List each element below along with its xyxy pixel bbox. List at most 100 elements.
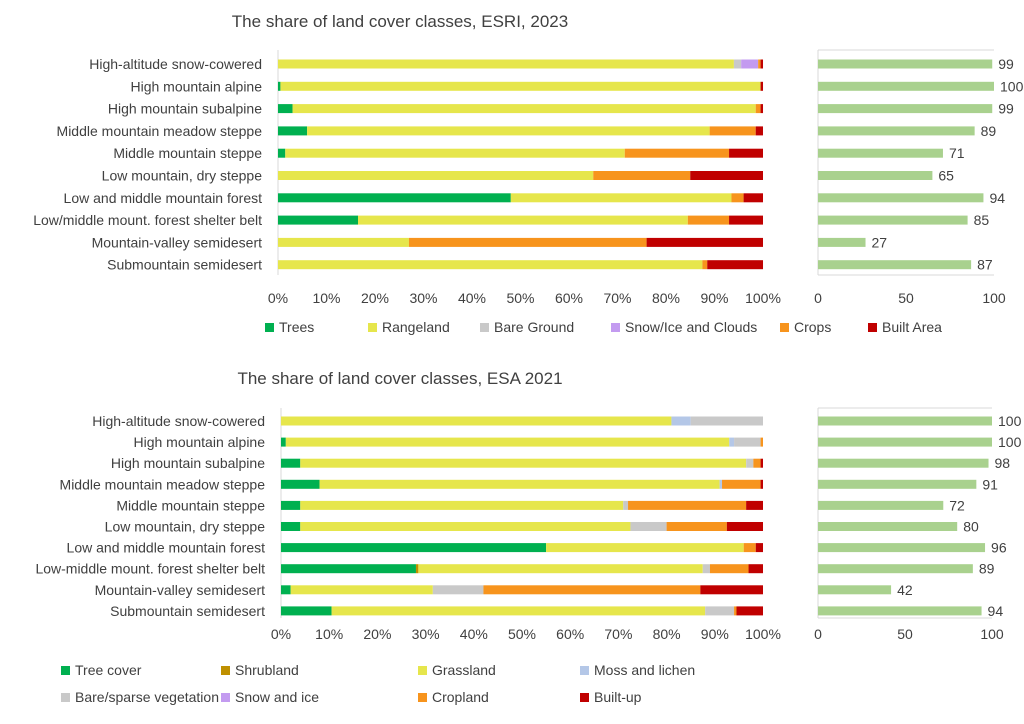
chart1-bar-segment (307, 126, 710, 136)
chart2-x-tick-label: 40% (460, 626, 488, 642)
chart2-side-bar (818, 479, 977, 489)
chart1-side-value-label: 89 (981, 123, 997, 139)
chart2-bar-segment (760, 458, 763, 468)
chart1-category-label: High mountain alpine (130, 78, 262, 94)
chart2-x-tick-label: 50% (508, 626, 536, 642)
chart1-x-tick-label: 30% (409, 290, 437, 306)
chart2-category-label: Submountain semidesert (110, 603, 265, 619)
chart2-legend-label: Cropland (432, 689, 489, 705)
chart1-title: The share of land cover classes, ESRI, 2… (232, 12, 568, 31)
chart1-x-tick-label: 90% (700, 290, 728, 306)
chart1-bar-segment (278, 126, 308, 136)
chart2-side-value-label: 98 (995, 455, 1011, 471)
chart1-category-label: High-altitude snow-cowered (89, 56, 262, 72)
chart2-legend-label: Moss and lichen (594, 662, 695, 678)
chart2-legend-label: Grassland (432, 662, 496, 678)
chart2-bar-segment (281, 479, 320, 489)
chart2-legend-label: Snow and ice (235, 689, 319, 705)
chart1-bar-segment (707, 260, 764, 270)
chart1-side-value-label: 65 (938, 168, 954, 184)
chart1-side-value-label: 99 (998, 56, 1014, 72)
chart1-bar-segment (760, 59, 764, 69)
chart1-bar-segment (278, 148, 286, 158)
chart2-category-label: Low mountain, dry steppe (105, 519, 266, 535)
chart1-bar-segment (358, 215, 688, 225)
chart2-bar-segment (671, 416, 691, 426)
chart1-side-bar (818, 104, 993, 114)
chart2-bar-segment (760, 479, 763, 489)
chart1-bar-segment (510, 193, 732, 203)
chart2-legend-label: Bare/sparse vegetation (75, 689, 219, 705)
chart2-x-tick-label: 80% (653, 626, 681, 642)
chart2-legend-swatch (221, 693, 230, 702)
chart2-bar-segment (319, 479, 720, 489)
chart1-side-bar (818, 193, 984, 203)
chart2-bar-segment (705, 606, 735, 616)
chart2-bar-segment (743, 543, 756, 553)
chart1-bar-segment (687, 215, 730, 225)
chart1-legend-label: Rangeland (382, 319, 450, 335)
chart2-x-tick-label: 10% (315, 626, 343, 642)
chart1-category-label: High mountain subalpine (108, 101, 262, 117)
chart2-side-bar (818, 500, 944, 510)
chart2-legend-swatch (418, 693, 427, 702)
chart2-bar-segment (690, 416, 763, 426)
chart1-bar-segment (758, 59, 761, 69)
chart2-x-tick-label: 70% (604, 626, 632, 642)
chart1-bar-segment (278, 237, 409, 247)
chart1-legend-swatch (368, 323, 377, 332)
chart2-legend-label: Shrubland (235, 662, 299, 678)
chart2-x-tick-label: 90% (701, 626, 729, 642)
chart1-bar-segment (278, 193, 511, 203)
chart2-legend-swatch (580, 693, 589, 702)
chart2-bar-segment (281, 458, 301, 468)
chart2-side-x-tick-label: 0 (814, 626, 822, 642)
chart1-legend-label: Trees (279, 319, 314, 335)
chart1-legend-swatch (780, 323, 789, 332)
chart2-bar-segment (760, 437, 763, 447)
chart2-category-label: High mountain alpine (133, 434, 265, 450)
chart2-side-x-tick-label: 100 (980, 626, 1004, 642)
chart2-side-value-label: 42 (897, 582, 913, 598)
chart1-legend-label: Built Area (882, 319, 942, 335)
chart2-title: The share of land cover classes, ESA 202… (237, 369, 562, 388)
chart2-legend-swatch (61, 693, 70, 702)
chart1-side-x-tick-label: 100 (982, 290, 1006, 306)
chart2-bar-segment (281, 543, 547, 553)
chart1-side-value-label: 100 (1000, 78, 1024, 94)
chart2-x-tick-label: 60% (556, 626, 584, 642)
chart2-bar-segment (666, 522, 727, 531)
chart2-bar-segment (281, 564, 416, 574)
chart2-x-tick-label: 20% (363, 626, 391, 642)
chart2-bar-segment (415, 564, 419, 574)
chart2-bar-segment (748, 564, 763, 574)
chart2-category-label: Mountain-valley semidesert (95, 582, 266, 598)
chart1-bar-segment (646, 237, 763, 247)
chart2-bar-segment (722, 479, 761, 489)
chart2-legend-label: Built-up (594, 689, 642, 705)
chart2-category-label: Middle mountain meadow steppe (60, 476, 266, 492)
chart1-category-label: Middle mountain steppe (113, 145, 262, 161)
chart2-bar-segment (546, 543, 744, 553)
chart2-category-label: High-altitude snow-cowered (92, 413, 265, 429)
chart1-category-label: Middle mountain meadow steppe (57, 123, 263, 139)
chart2-side-value-label: 89 (979, 561, 995, 577)
chart2-bar-segment (755, 543, 763, 553)
chart2-bar-segment (719, 479, 723, 489)
chart1-side-value-label: 71 (949, 145, 965, 161)
chart1-x-tick-label: 0% (268, 290, 288, 306)
chart2-category-label: Low-middle mount. forest shelter belt (35, 561, 265, 577)
chart2-bar-segment (281, 606, 332, 616)
chart2-bar-segment (753, 458, 761, 468)
chart1-bar-segment (755, 126, 763, 136)
chart1-bar-segment (278, 260, 703, 270)
chart2-legend-swatch (580, 666, 589, 675)
chart2-bar-segment (281, 437, 286, 447)
chart2-bar-segment (736, 606, 763, 616)
chart2-bar-segment (281, 522, 301, 531)
chart2-bar-segment (281, 585, 291, 595)
chart1-x-tick-label: 100% (745, 290, 781, 306)
chart2-bar-segment (483, 585, 701, 595)
chart1-x-tick-label: 20% (361, 290, 389, 306)
chart2-side-bar (818, 437, 992, 447)
